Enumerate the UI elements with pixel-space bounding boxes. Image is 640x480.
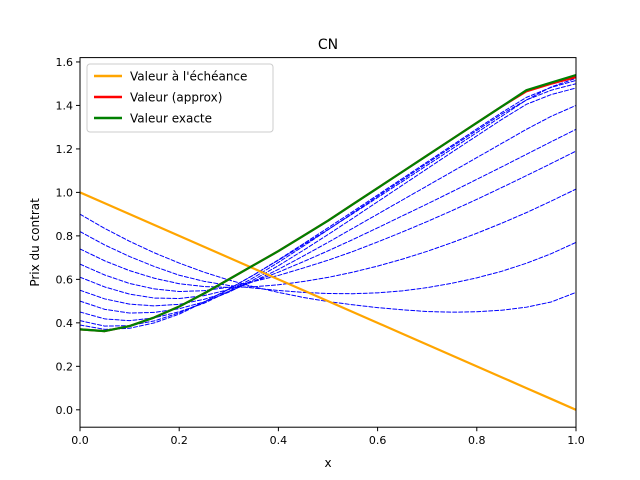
y-tick-label-5: 1.0 [56, 186, 74, 199]
series-line-6 [80, 150, 576, 293]
y-tick-label-4: 0.8 [56, 230, 74, 243]
legend-label-payoff: Valeur à l'échéance [130, 70, 247, 84]
legend-box [86, 63, 274, 133]
y-tick-label-2: 0.4 [56, 317, 74, 330]
x-tick-label-5: 1.0 [567, 434, 585, 447]
y-tick-label-7: 1.4 [56, 99, 74, 112]
chart-title: CN [318, 37, 338, 53]
x-tick-label-3: 0.6 [369, 434, 387, 447]
legend-label-exact: Valeur exacte [130, 112, 212, 126]
axes-frame [79, 57, 577, 428]
x-tick-label-0: 0.0 [71, 434, 89, 447]
legend: Valeur à l'échéance Valeur (approx) Vale… [86, 63, 274, 133]
legend-label-approx: Valeur (approx) [130, 91, 222, 105]
series-line-9 [80, 87, 576, 314]
series-line-11 [80, 79, 576, 327]
x-tick-label-1: 0.2 [170, 434, 188, 447]
y-tick-label-6: 1.2 [56, 143, 74, 156]
series-line-12 [80, 77, 576, 330]
plot-area [79, 57, 577, 428]
y-axis: 0.0 0.2 0.4 0.6 0.8 1.0 1.2 1.4 1.6 [56, 56, 80, 417]
series-line-4 [80, 231, 576, 295]
x-tick-label-4: 0.8 [468, 434, 486, 447]
x-axis: 0.0 0.2 0.4 0.6 0.8 1.0 [71, 427, 585, 447]
series-group [80, 73, 576, 411]
series-line-2 [80, 73, 576, 333]
y-axis-label: Prix du contrat [28, 198, 42, 287]
y-tick-label-1: 0.2 [56, 360, 74, 373]
series-line-8 [80, 104, 576, 307]
y-tick-label-3: 0.6 [56, 273, 74, 286]
series-line-7 [80, 128, 576, 299]
x-axis-label: x [324, 456, 331, 470]
y-tick-label-8: 1.6 [56, 56, 74, 69]
series-line-0 [80, 191, 576, 411]
x-tick-label-2: 0.4 [270, 434, 288, 447]
y-tick-label-0: 0.0 [56, 404, 74, 417]
series-line-5 [80, 188, 576, 288]
